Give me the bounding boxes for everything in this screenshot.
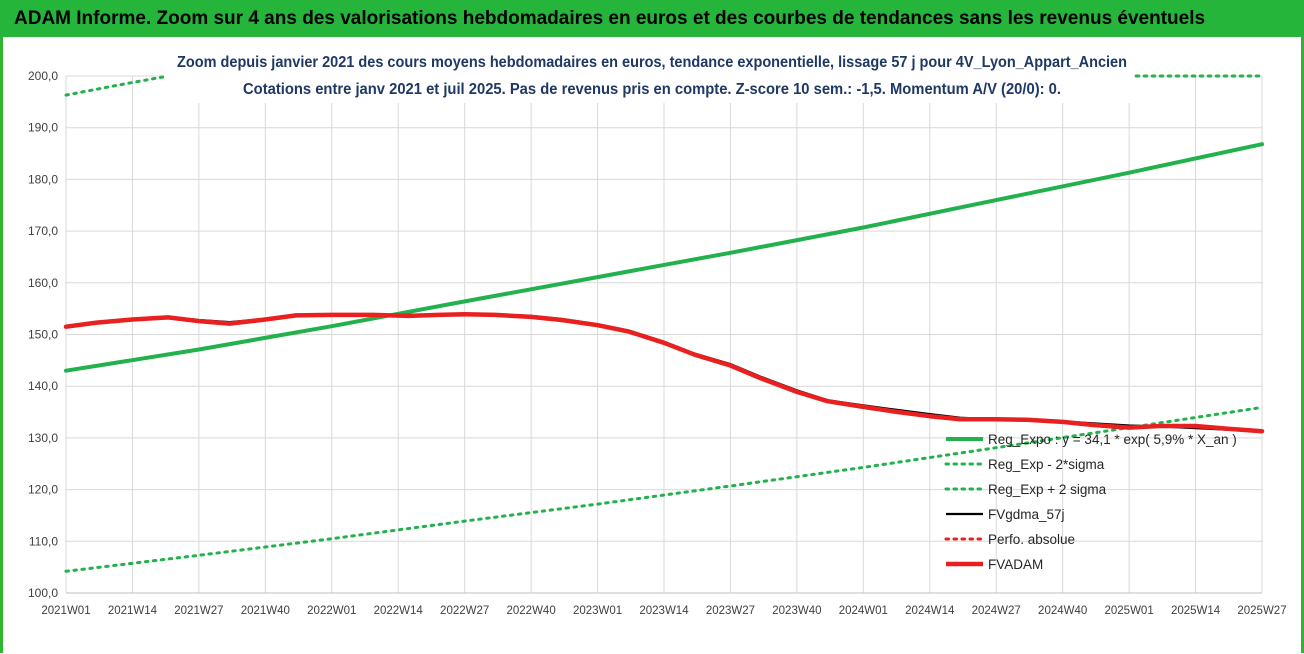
y-tick-label: 170,0 <box>28 224 58 238</box>
legend-label: Perfo. absolue <box>988 532 1075 547</box>
chart-container: 100,0 110,0 120,0 130,0 140,0 150,0 160,0 170,0… <box>4 37 1299 649</box>
y-axis-ticks: 100,0 110,0 120,0 130,0 140,0 150,0 160,0 170,0… <box>28 69 58 600</box>
legend-label: Reg_Exp - 2*sigma <box>988 457 1105 472</box>
x-tick-label: 2021W01 <box>41 605 90 617</box>
x-tick-label: 2023W27 <box>706 605 755 617</box>
x-tick-label: 2024W40 <box>1038 605 1087 617</box>
x-tick-label: 2022W27 <box>440 605 489 617</box>
x-tick-label: 2022W40 <box>506 605 555 617</box>
series-line-0 <box>64 142 1264 373</box>
legend: Reg_Expo : y = 34,1 * exp( 5,9% * X_an )… <box>944 432 1237 572</box>
legend-label: Reg_Exp + 2 sigma <box>988 482 1107 497</box>
x-tick-label: 2023W40 <box>772 605 821 617</box>
legend-label: FVgdma_57j <box>988 507 1065 522</box>
x-axis-ticks: 2021W01 2021W14 2021W27 2021W40 2022W01 2022W… <box>41 605 1286 617</box>
series-line-4 <box>64 312 1264 433</box>
x-tick-label: 2021W40 <box>241 605 290 617</box>
y-tick-label: 180,0 <box>28 172 58 186</box>
x-tick-label: 2023W01 <box>573 605 622 617</box>
x-tick-label: 2024W14 <box>905 605 955 617</box>
chart-svg: 100,0 110,0 120,0 130,0 140,0 150,0 160,0 170,0… <box>28 45 1287 617</box>
x-tick-label: 2024W01 <box>839 605 888 617</box>
legend-label: Reg_Expo : y = 34,1 * exp( 5,9% * X_an ) <box>988 432 1237 447</box>
x-tick-label: 2022W14 <box>374 605 424 617</box>
y-tick-label: 190,0 <box>28 121 58 135</box>
grid-lines <box>65 75 1263 594</box>
chart-title: Zoom depuis janvier 2021 des cours moyen… <box>177 54 1127 71</box>
y-tick-label: 200,0 <box>28 69 58 83</box>
x-tick-label: 2021W14 <box>108 605 158 617</box>
title-background <box>164 45 1134 103</box>
y-tick-label: 140,0 <box>28 379 58 393</box>
y-tick-label: 120,0 <box>28 483 58 497</box>
chart-subtitle: Cotations entre janv 2021 et juil 2025. … <box>243 81 1061 98</box>
x-tick-label: 2025W27 <box>1237 605 1286 617</box>
legend-label: FVADAM <box>988 557 1043 572</box>
y-tick-label: 160,0 <box>28 276 58 290</box>
x-tick-label: 2023W14 <box>639 605 689 617</box>
y-tick-label: 110,0 <box>29 534 58 548</box>
y-tick-label: 130,0 <box>28 431 58 445</box>
page-title: ADAM Informe. Zoom sur 4 ans des valoris… <box>0 0 1304 37</box>
x-tick-label: 2024W27 <box>972 605 1021 617</box>
y-tick-label: 100,0 <box>28 586 58 600</box>
series-line-1 <box>64 405 1264 573</box>
x-tick-label: 2022W01 <box>307 605 356 617</box>
x-tick-label: 2021W27 <box>174 605 223 617</box>
y-tick-label: 150,0 <box>28 328 58 342</box>
x-tick-label: 2025W01 <box>1104 605 1153 617</box>
x-tick-label: 2025W14 <box>1171 605 1221 617</box>
